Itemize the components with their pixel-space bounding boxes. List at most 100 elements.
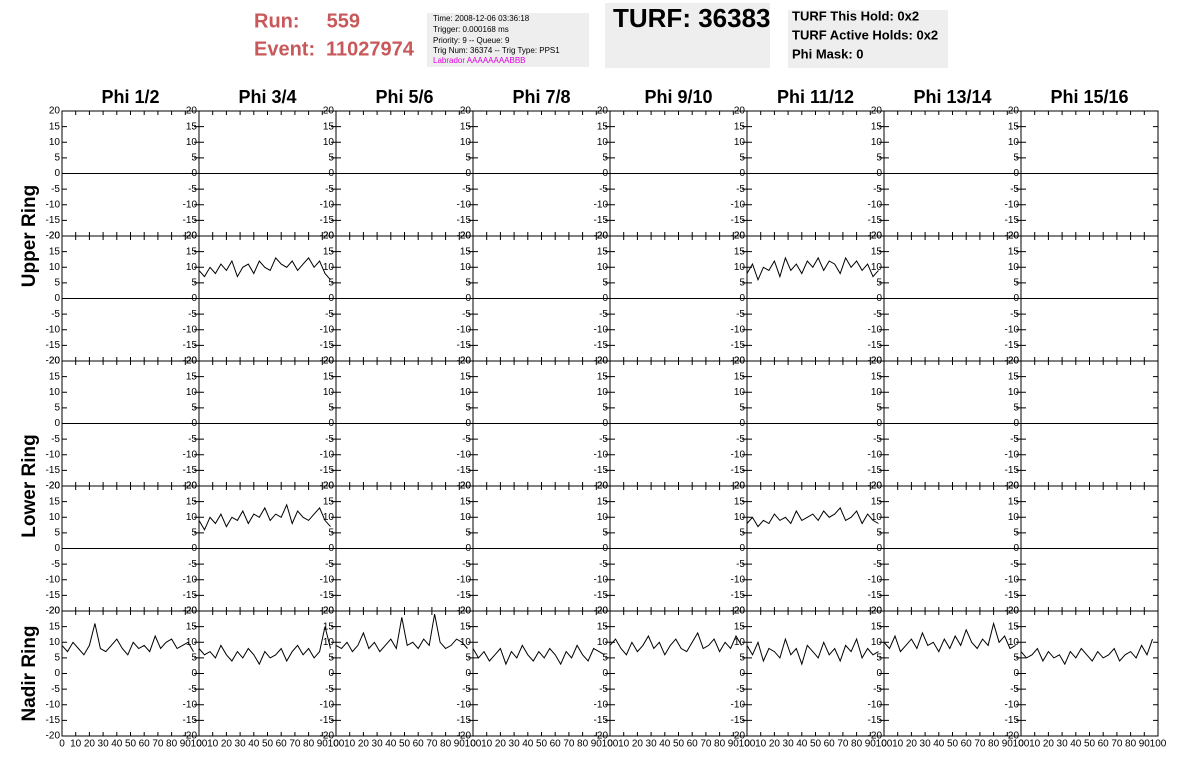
- y-tick-label: 15: [597, 621, 609, 632]
- y-tick-label: 15: [734, 121, 746, 132]
- y-tick-label: -5: [462, 309, 471, 320]
- y-tick-label: 5: [465, 278, 471, 289]
- x-tick-label: 80: [166, 739, 178, 750]
- y-tick-label: 5: [54, 403, 60, 414]
- x-tick-label: 30: [509, 739, 521, 750]
- x-tick-label: 60: [961, 739, 973, 750]
- y-tick-label: 20: [1008, 481, 1020, 492]
- y-tick-label: -15: [46, 340, 61, 351]
- y-tick-label: -5: [325, 184, 334, 195]
- y-tick-label: -20: [46, 481, 61, 492]
- y-tick-label: 0: [1013, 668, 1019, 679]
- y-tick-label: 10: [734, 637, 746, 648]
- y-tick-label: -10: [731, 324, 746, 335]
- y-tick-label: -15: [594, 215, 609, 226]
- y-tick-label: -5: [873, 184, 882, 195]
- y-tick-label: -15: [594, 340, 609, 351]
- y-tick-label: 0: [876, 668, 882, 679]
- y-tick-label: 10: [460, 262, 472, 273]
- y-tick-label: -5: [188, 309, 197, 320]
- waveform: [609, 631, 742, 656]
- y-tick-label: -15: [457, 590, 472, 601]
- x-tick-label: 90: [1139, 739, 1151, 750]
- y-tick-label: 5: [54, 653, 60, 664]
- y-tick-label: -20: [868, 731, 883, 742]
- y-tick-label: -15: [46, 590, 61, 601]
- y-tick-label: 15: [871, 121, 883, 132]
- column-title: Phi 7/8: [512, 87, 570, 107]
- y-tick-label: 15: [1008, 246, 1020, 257]
- y-tick-label: 10: [49, 387, 61, 398]
- labrador: Labrador AAAAAAAABBB: [433, 56, 526, 65]
- x-tick-label: 100: [465, 739, 482, 750]
- y-tick-label: 10: [323, 512, 335, 523]
- x-tick-label: 30: [235, 739, 247, 750]
- y-tick-label: 20: [460, 606, 472, 617]
- y-tick-label: -5: [1010, 559, 1019, 570]
- x-tick-label: 0: [881, 739, 887, 750]
- y-tick-label: -15: [46, 715, 61, 726]
- waveform: [746, 256, 879, 282]
- y-tick-label: -15: [457, 340, 472, 351]
- y-tick-label: 15: [460, 496, 472, 507]
- y-tick-label: 15: [323, 371, 335, 382]
- y-tick-label: -10: [457, 574, 472, 585]
- column-title: Phi 15/16: [1050, 87, 1128, 107]
- x-tick-label: 0: [196, 739, 202, 750]
- y-tick-label: -10: [731, 699, 746, 710]
- y-tick-label: 10: [323, 137, 335, 148]
- y-tick-label: -20: [594, 731, 609, 742]
- y-tick-label: 20: [871, 481, 883, 492]
- y-tick-label: 15: [186, 121, 198, 132]
- x-tick-label: 70: [1111, 739, 1123, 750]
- y-tick-label: 0: [54, 418, 60, 429]
- x-tick-label: 20: [221, 739, 233, 750]
- y-tick-label: 0: [328, 168, 334, 179]
- y-tick-label: 15: [1008, 621, 1020, 632]
- x-tick-label: 40: [385, 739, 397, 750]
- ring-label: Lower Ring: [19, 434, 40, 537]
- y-tick-label: -15: [731, 590, 746, 601]
- y-tick-label: -5: [873, 684, 882, 695]
- y-tick-label: -10: [1005, 324, 1020, 335]
- y-tick-label: -10: [594, 699, 609, 710]
- y-tick-label: -10: [594, 324, 609, 335]
- x-tick-label: 70: [837, 739, 849, 750]
- y-tick-label: -5: [736, 559, 745, 570]
- x-tick-label: 40: [933, 739, 945, 750]
- y-tick-label: 10: [871, 387, 883, 398]
- y-tick-label: 10: [1008, 262, 1020, 273]
- x-tick-label: 60: [413, 739, 425, 750]
- y-tick-label: -10: [320, 199, 335, 210]
- y-tick-label: -15: [1005, 590, 1020, 601]
- y-tick-label: 0: [465, 168, 471, 179]
- x-tick-label: 80: [440, 739, 452, 750]
- info-line: Trigger: 0.000168 ms: [433, 25, 509, 34]
- x-tick-label: 50: [673, 739, 685, 750]
- waveform: [883, 621, 1016, 653]
- y-tick-label: -15: [457, 215, 472, 226]
- y-tick-label: -10: [46, 449, 61, 460]
- y-tick-label: 0: [465, 293, 471, 304]
- y-tick-label: -5: [599, 559, 608, 570]
- y-tick-label: -5: [736, 309, 745, 320]
- y-tick-label: 15: [49, 621, 61, 632]
- y-tick-label: 20: [460, 481, 472, 492]
- y-tick-label: -15: [457, 715, 472, 726]
- y-tick-label: 0: [1013, 293, 1019, 304]
- panel-frame: [198, 610, 337, 737]
- y-tick-label: 20: [597, 356, 609, 367]
- y-tick-label: 15: [460, 246, 472, 257]
- y-tick-label: -10: [46, 199, 61, 210]
- y-tick-label: 20: [597, 106, 609, 117]
- y-tick-label: 5: [465, 403, 471, 414]
- y-tick-label: 20: [186, 481, 198, 492]
- y-tick-label: 15: [597, 371, 609, 382]
- y-tick-label: 10: [1008, 637, 1020, 648]
- y-tick-label: -10: [457, 699, 472, 710]
- y-tick-label: 20: [186, 356, 198, 367]
- panel-frame: [61, 610, 200, 737]
- y-tick-label: 15: [1008, 371, 1020, 382]
- run-label: Run:: [254, 10, 300, 32]
